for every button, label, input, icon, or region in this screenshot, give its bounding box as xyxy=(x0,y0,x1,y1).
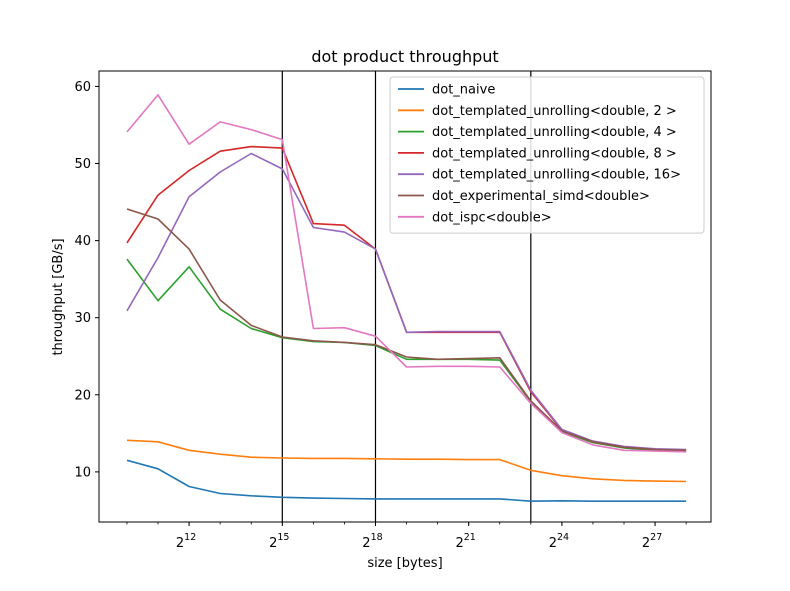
legend-entry-label: dot_templated_unrolling<double, 16> xyxy=(432,168,681,183)
x-axis-label: size [bytes] xyxy=(367,556,442,571)
series-line xyxy=(126,459,687,503)
legend-entry-label: dot_ispc<double> xyxy=(432,210,552,225)
legend-entry-label: dot_templated_unrolling<double, 8 > xyxy=(432,146,677,161)
y-tick-label: 20 xyxy=(74,388,91,403)
y-tick-label: 30 xyxy=(74,311,91,326)
legend-entry-label: dot_naive xyxy=(432,83,495,98)
legend-box xyxy=(389,76,705,234)
y-tick-label: 60 xyxy=(74,80,91,95)
series-line xyxy=(126,94,687,453)
y-tick-label: 50 xyxy=(74,157,91,172)
axes-frame xyxy=(98,70,712,523)
legend: dot_naive dot_templated_unrolling<double,… xyxy=(389,76,705,234)
y-tick-label: 40 xyxy=(74,234,91,249)
y-axis-label: throughput [GB/s] xyxy=(51,238,66,355)
chart-title: dot product throughput xyxy=(311,47,498,66)
legend-entry-label: dot_experimental_simd<double> xyxy=(432,189,650,204)
y-tick-label: 10 xyxy=(74,465,91,480)
series-line xyxy=(126,439,687,483)
legend-entry-label: dot_templated_unrolling<double, 2 > xyxy=(432,104,677,119)
legend-entry-label: dot_templated_unrolling<double, 4 > xyxy=(432,125,677,140)
series-line xyxy=(126,208,687,452)
